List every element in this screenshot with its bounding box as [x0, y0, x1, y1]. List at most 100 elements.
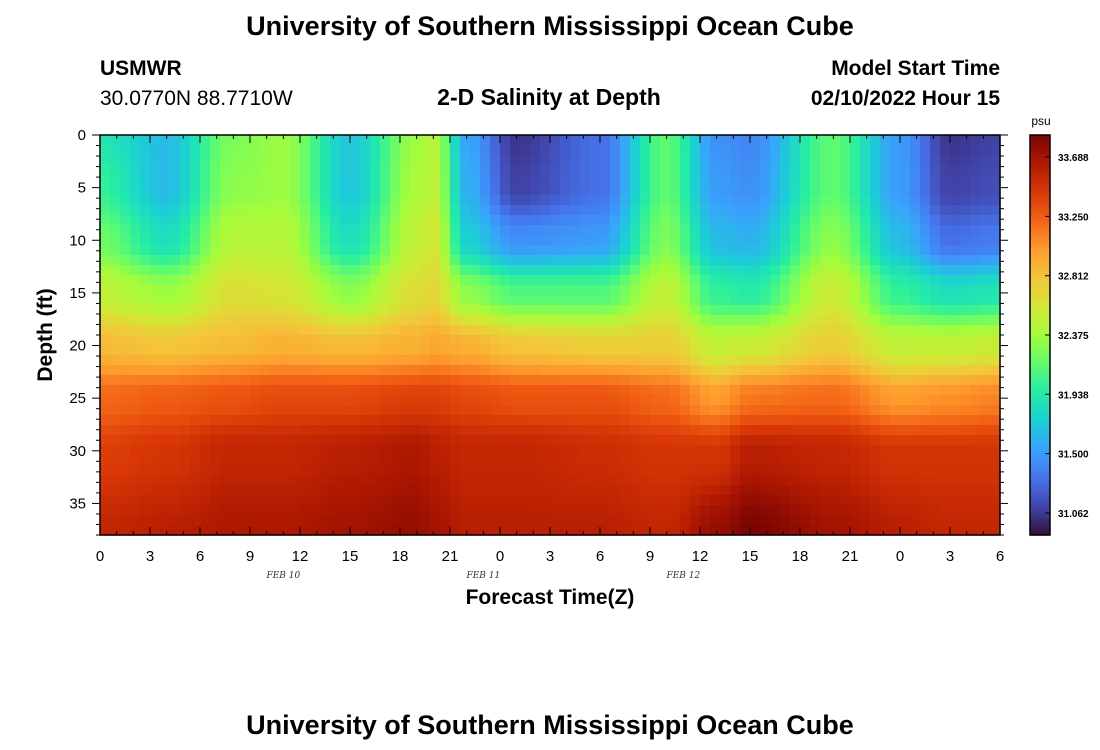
- heatmap-cell: [340, 415, 351, 426]
- heatmap-cell: [580, 425, 591, 436]
- heatmap-cell: [990, 415, 1001, 426]
- heatmap-cell: [530, 265, 541, 276]
- heatmap-cell: [970, 145, 981, 156]
- heatmap-cell: [510, 465, 521, 476]
- heatmap-cell: [780, 195, 791, 206]
- heatmap-cell: [660, 485, 671, 496]
- colorbar-swatch: [1030, 171, 1050, 176]
- heatmap-cell: [140, 175, 151, 186]
- heatmap-cell: [130, 155, 141, 166]
- heatmap-cell: [470, 495, 481, 506]
- heatmap-cell: [520, 365, 531, 376]
- heatmap-cell: [580, 485, 591, 496]
- heatmap-cell: [650, 295, 661, 306]
- heatmap-cell: [100, 315, 111, 326]
- heatmap-cell: [650, 145, 661, 156]
- heatmap-cell: [740, 135, 751, 146]
- heatmap-cell: [130, 425, 141, 436]
- heatmap-cell: [740, 195, 751, 206]
- heatmap-cell: [280, 525, 291, 536]
- heatmap-cell: [150, 515, 161, 526]
- heatmap-cell: [270, 195, 281, 206]
- heatmap-cell: [940, 235, 951, 246]
- heatmap-cell: [140, 235, 151, 246]
- heatmap-cell: [160, 365, 171, 376]
- heatmap-cell: [990, 145, 1001, 156]
- heatmap-cell: [660, 385, 671, 396]
- heatmap-cell: [410, 205, 421, 216]
- heatmap-cell: [880, 375, 891, 386]
- heatmap-cell: [280, 455, 291, 466]
- heatmap-cell: [950, 255, 961, 266]
- heatmap-cell: [330, 295, 341, 306]
- heatmap-cell: [430, 425, 441, 436]
- colorbar-swatch: [1030, 211, 1050, 216]
- heatmap-cell: [340, 405, 351, 416]
- heatmap-cell: [590, 355, 601, 366]
- heatmap-cell: [400, 355, 411, 366]
- heatmap-cell: [610, 185, 621, 196]
- heatmap-cell: [350, 235, 361, 246]
- heatmap-cell: [100, 145, 111, 156]
- heatmap-cell: [880, 185, 891, 196]
- heatmap-cell: [180, 365, 191, 376]
- heatmap-cell: [320, 505, 331, 516]
- heatmap-cell: [150, 485, 161, 496]
- heatmap-cell: [620, 195, 631, 206]
- heatmap-cell: [740, 305, 751, 316]
- heatmap-cell: [610, 455, 621, 466]
- heatmap-cell: [280, 185, 291, 196]
- heatmap-cell: [940, 395, 951, 406]
- heatmap-cell: [580, 265, 591, 276]
- heatmap-cell: [590, 185, 601, 196]
- heatmap-cell: [450, 475, 461, 486]
- heatmap-cell: [150, 315, 161, 326]
- heatmap-cell: [220, 215, 231, 226]
- heatmap-cell: [230, 505, 241, 516]
- colorbar-swatch: [1030, 155, 1050, 159]
- colorbar-swatch: [1030, 355, 1050, 359]
- heatmap-cell: [230, 425, 241, 436]
- heatmap-cell: [250, 425, 261, 436]
- heatmap-cell: [560, 295, 571, 306]
- colorbar-swatch: [1030, 191, 1050, 196]
- station-coords: 30.0770N 88.7710W: [100, 87, 293, 110]
- heatmap-cell: [350, 175, 361, 186]
- heatmap-cell: [880, 395, 891, 406]
- heatmap-cell: [660, 315, 671, 326]
- heatmap-cell: [150, 135, 161, 146]
- heatmap-cell: [500, 465, 511, 476]
- colorbar-swatch: [1030, 141, 1050, 146]
- heatmap-cell: [460, 165, 471, 176]
- heatmap-cell: [960, 285, 971, 296]
- heatmap-cell: [370, 375, 381, 386]
- heatmap-cell: [180, 215, 191, 226]
- heatmap-cell: [600, 455, 611, 466]
- heatmap-cell: [710, 285, 721, 296]
- x-tick-label: 0: [96, 548, 104, 565]
- heatmap-cell: [800, 505, 811, 516]
- heatmap-cell: [390, 235, 401, 246]
- heatmap-cell: [660, 195, 671, 206]
- heatmap-cell: [640, 375, 651, 386]
- heatmap-cell: [360, 225, 371, 236]
- heatmap-cell: [380, 305, 391, 316]
- heatmap-cell: [250, 315, 261, 326]
- heatmap-cell: [750, 455, 761, 466]
- heatmap-cell: [280, 305, 291, 316]
- heatmap-cell: [890, 405, 901, 416]
- heatmap-cell: [500, 145, 511, 156]
- heatmap-cell: [760, 205, 771, 216]
- heatmap-cell: [540, 455, 551, 466]
- heatmap-cell: [360, 235, 371, 246]
- heatmap-cell: [400, 425, 411, 436]
- heatmap-cell: [800, 525, 811, 536]
- heatmap-cell: [420, 525, 431, 536]
- heatmap-cell: [750, 415, 761, 426]
- heatmap-cell: [190, 165, 201, 176]
- heatmap-cell: [830, 335, 841, 346]
- heatmap-cell: [950, 285, 961, 296]
- heatmap-cell: [660, 215, 671, 226]
- heatmap-cell: [470, 405, 481, 416]
- heatmap-cell: [210, 195, 221, 206]
